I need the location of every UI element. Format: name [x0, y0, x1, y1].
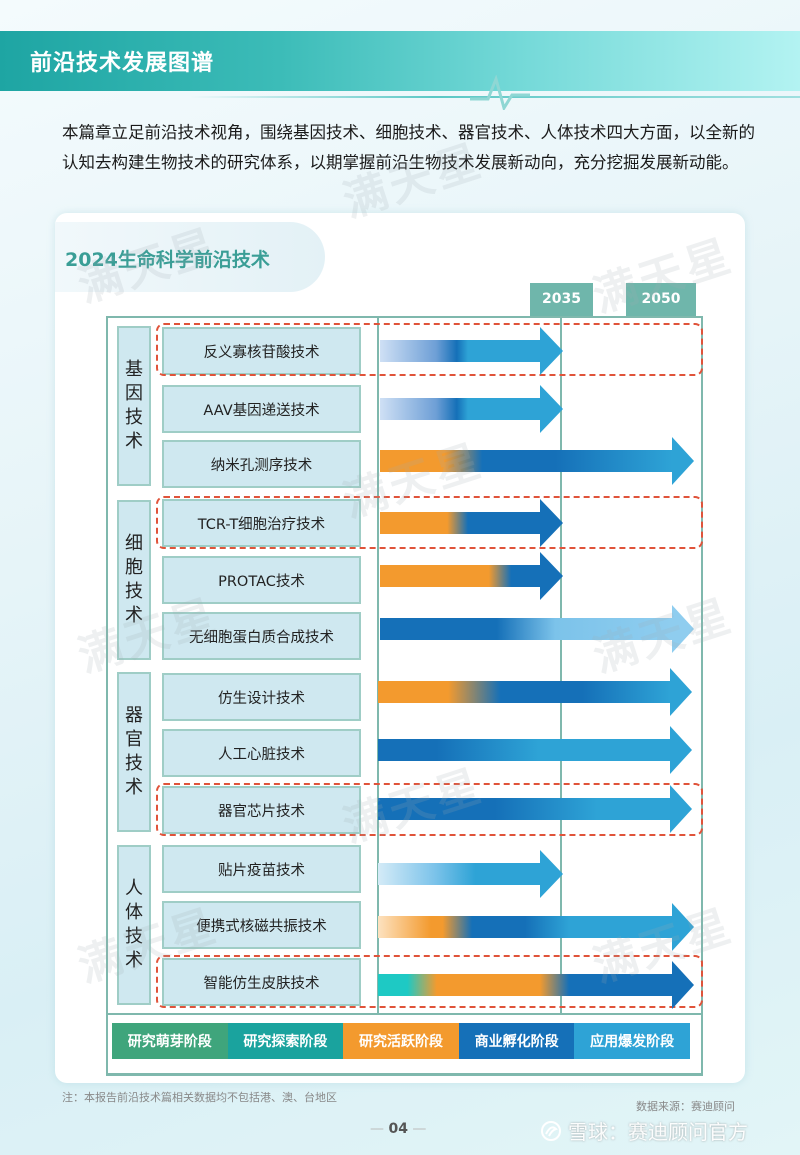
arrow-cell-free-protein [380, 605, 694, 653]
highlight-organ-chip [156, 783, 703, 836]
year-tab-2050: 2050 [626, 283, 696, 316]
pulse-icon [470, 75, 530, 110]
category-char: 胞 [125, 557, 143, 578]
legend-incubation-stage: 商业孵化阶段 [458, 1023, 575, 1059]
category-organ: 器 官 技 术 [117, 672, 151, 832]
brand-text: 雪球：赛迪顾问官方 [568, 1120, 748, 1144]
tech-tcr-t: TCR-T细胞治疗技术 [162, 499, 361, 547]
category-char: 技 [125, 581, 143, 602]
category-char: 人 [125, 878, 143, 899]
page-number: — 04 — [370, 1121, 427, 1137]
arrow-organ-chip [378, 785, 692, 833]
chart-title-pill [55, 222, 325, 292]
tech-nanopore-sequencing: 纳米孔测序技术 [162, 440, 361, 488]
legend-sprouting-stage: 研究萌芽阶段 [112, 1023, 228, 1059]
category-char: 器 [125, 705, 143, 726]
legend-active-stage: 研究活跃阶段 [343, 1023, 459, 1059]
arrow-bionic-skin [378, 961, 694, 1009]
arrow-nanopore-sequencing [380, 437, 694, 485]
category-char: 技 [125, 407, 143, 428]
banner-underline [190, 96, 800, 98]
arrow-portable-mri [378, 903, 694, 951]
category-char: 技 [125, 753, 143, 774]
tech-protac: PROTAC技术 [162, 556, 361, 604]
tech-bionic-design: 仿生设计技术 [162, 673, 361, 721]
divider-line-2035 [560, 316, 562, 1013]
tech-artificial-heart: 人工心脏技术 [162, 729, 361, 777]
legend-frame [106, 1013, 703, 1075]
category-gene: 基 因 技 术 [117, 326, 151, 486]
arrow-antisense-oligo [380, 327, 563, 375]
category-char: 术 [125, 950, 143, 971]
brand-watermark: 雪球：赛迪顾问官方 [540, 1116, 748, 1145]
category-char: 技 [125, 926, 143, 947]
chart-title: 2024生命科学前沿技术 [65, 249, 270, 271]
highlight-antisense-oligo [156, 323, 703, 376]
arrow-bionic-design [378, 668, 692, 716]
highlight-tcr-t [156, 496, 703, 549]
year-tab-2035: 2035 [530, 283, 593, 316]
tech-organ-chip: 器官芯片技术 [162, 786, 361, 834]
page-number-value: 04 [388, 1121, 408, 1137]
arrow-tcr-t [380, 499, 563, 547]
tech-antisense-oligo: 反义寡核苷酸技术 [162, 327, 361, 375]
category-char: 基 [125, 359, 143, 380]
category-cell: 细 胞 技 术 [117, 500, 151, 660]
chart-frame [106, 316, 703, 1076]
stage-legend: 研究萌芽阶段 研究探索阶段 研究活跃阶段 商业孵化阶段 应用爆发阶段 [112, 1023, 690, 1059]
tech-bionic-skin: 智能仿生皮肤技术 [162, 958, 361, 1006]
footnote: 注：本报告前沿技术篇相关数据均不包括港、澳、台地区 [62, 1091, 337, 1104]
tech-aav-delivery: AAV基因递送技术 [162, 385, 361, 433]
page-title: 前沿技术发展图谱 [30, 51, 215, 76]
legend-explosion-stage: 应用爆发阶段 [574, 1023, 690, 1059]
category-human: 人 体 技 术 [117, 845, 151, 1005]
category-char: 术 [125, 777, 143, 798]
arrow-protac [380, 552, 563, 600]
category-char: 细 [125, 533, 143, 554]
category-char: 体 [125, 902, 143, 923]
category-char: 因 [125, 383, 143, 404]
category-char: 术 [125, 431, 143, 452]
highlight-bionic-skin [156, 955, 703, 1008]
category-char: 术 [125, 605, 143, 626]
header-banner: 前沿技术发展图谱 [0, 31, 800, 91]
data-source: 数据来源：赛迪顾问 [636, 1100, 735, 1113]
tech-patch-vaccine: 贴片疫苗技术 [162, 845, 361, 893]
intro-paragraph: 本篇章立足前沿技术视角，围绕基因技术、细胞技术、器官技术、人体技术四大方面，以全… [62, 123, 755, 172]
category-char: 官 [125, 729, 143, 750]
divider-line-start [377, 316, 379, 1013]
arrow-artificial-heart [378, 726, 692, 774]
arrow-aav-delivery [380, 385, 563, 433]
snowball-logo-icon [541, 1120, 561, 1141]
arrow-patch-vaccine [378, 850, 563, 898]
tech-cell-free-protein: 无细胞蛋白质合成技术 [162, 612, 361, 660]
legend-exploration-stage: 研究探索阶段 [227, 1023, 344, 1059]
tech-portable-mri: 便携式核磁共振技术 [162, 901, 361, 949]
